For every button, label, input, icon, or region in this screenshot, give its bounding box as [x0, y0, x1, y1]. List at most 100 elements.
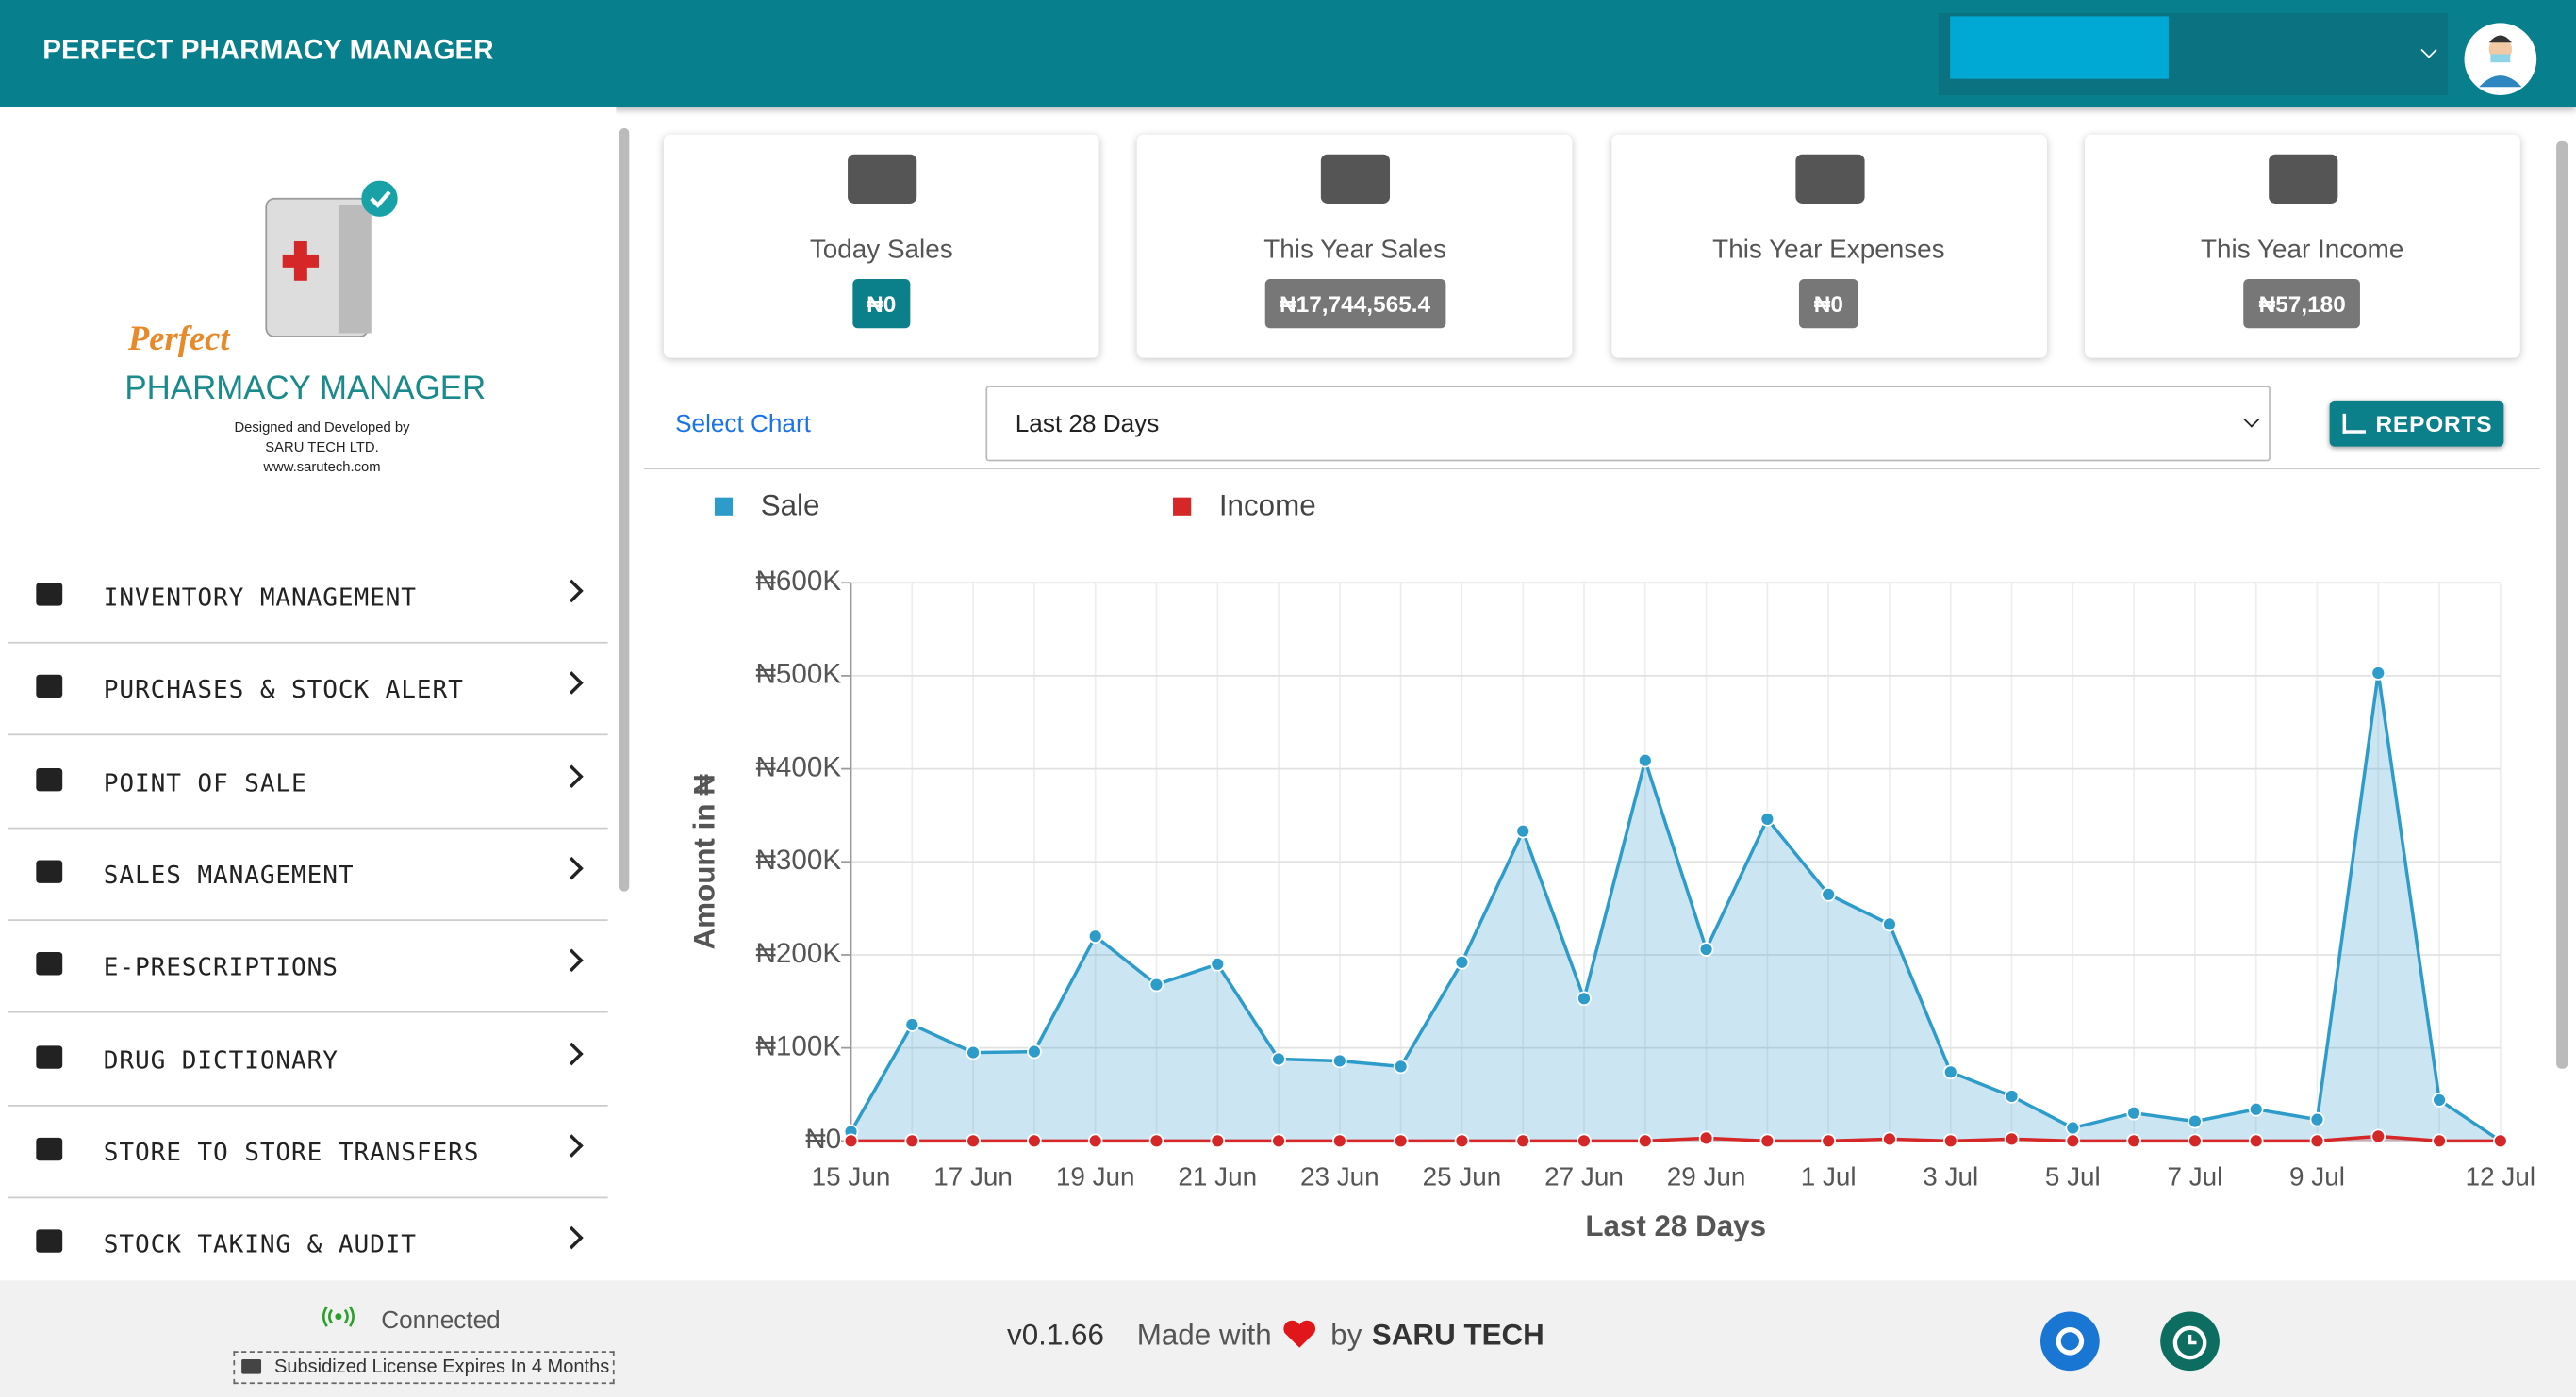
- point: [2188, 1113, 2203, 1129]
- menu-item[interactable]: DRUG DICTIONARY: [8, 1012, 608, 1106]
- menu-label: INVENTORY MANAGEMENT: [103, 583, 417, 613]
- point: [2432, 1133, 2447, 1149]
- menu-icon: [36, 860, 63, 883]
- point: [1332, 1053, 1347, 1069]
- card-label: Today Sales: [809, 236, 953, 265]
- point: [1271, 1051, 1286, 1067]
- point: [1454, 1133, 1470, 1149]
- app-title: PERFECT PHARMACY MANAGER: [42, 34, 494, 66]
- float-buttons: [2039, 1311, 2220, 1372]
- point: [1148, 977, 1164, 993]
- scroll-thumb: [2556, 140, 2568, 1069]
- point: [1087, 1133, 1103, 1149]
- point: [904, 1133, 920, 1149]
- point: [1027, 1133, 1042, 1149]
- point: [2309, 1111, 2325, 1127]
- menu-item[interactable]: POINT OF SALE: [8, 734, 608, 829]
- menu-label: PURCHASES & STOCK ALERT: [103, 675, 464, 705]
- point: [2309, 1133, 2325, 1149]
- menu-item[interactable]: PURCHASES & STOCK ALERT: [8, 642, 608, 736]
- x-tick-label: 27 Jun: [1544, 1162, 1624, 1192]
- reports-button[interactable]: REPORTS: [2329, 400, 2504, 447]
- point: [1637, 752, 1653, 768]
- menu-item[interactable]: SALES MANAGEMENT: [8, 828, 608, 921]
- point: [2248, 1133, 2264, 1149]
- point: [1027, 1044, 1042, 1060]
- menu-item[interactable]: E-PRESCRIPTIONS: [8, 920, 608, 1013]
- legend-swatch: [1173, 497, 1192, 516]
- stat-card: Today Sales ₦0: [663, 134, 1099, 358]
- line: [850, 672, 2502, 1142]
- license: Subsidized License Expires In 4 Months: [233, 1351, 615, 1385]
- point: [1942, 1064, 1958, 1080]
- area: [850, 672, 2501, 1142]
- stat-card: This Year Expenses ₦0: [1610, 134, 2047, 358]
- card-value: ₦17,744,565.4: [1264, 279, 1445, 329]
- point: [1698, 942, 1714, 957]
- point: [843, 1133, 859, 1149]
- x-tick-label: 17 Jun: [933, 1162, 1013, 1192]
- point: [1087, 929, 1103, 945]
- credit-line: www.sarutech.com: [263, 457, 381, 475]
- point: [1759, 812, 1775, 827]
- x-tick-label: 9 Jul: [2289, 1162, 2345, 1192]
- x-tick-label: 25 Jun: [1423, 1162, 1502, 1192]
- sidebar: Perfect PHARMACY MANAGER Designed and De…: [0, 107, 617, 1290]
- menu-item[interactable]: STOCK TAKING & AUDIT: [8, 1197, 608, 1290]
- point: [2065, 1120, 2081, 1136]
- x-tick-label: 3 Jul: [1923, 1162, 1978, 1192]
- legend-label: Sale: [761, 488, 820, 521]
- menu-icon: [36, 1229, 63, 1253]
- divider: [644, 468, 2540, 470]
- card-value: ₦0: [851, 279, 912, 329]
- point: [1577, 1133, 1592, 1149]
- point: [966, 1044, 981, 1060]
- chart-select[interactable]: Last 28 Days: [985, 386, 2271, 462]
- card-icon: [1794, 154, 1864, 204]
- y-tick-label: ₦300K: [756, 845, 842, 876]
- by: by: [1330, 1318, 1362, 1352]
- menu-item[interactable]: STORE TO STORE TRANSFERS: [8, 1105, 608, 1198]
- y-tick-label: ₦600K: [756, 566, 842, 597]
- selected-option: Last 28 Days: [1015, 410, 1160, 438]
- store-name: [1950, 16, 2169, 79]
- store-select[interactable]: [1938, 12, 2449, 96]
- menu-icon: [36, 675, 63, 698]
- point: [1698, 1130, 1714, 1146]
- point: [1821, 886, 1837, 902]
- card-label: This Year Income: [2201, 236, 2404, 265]
- credit-line: SARU TECH LTD.: [265, 437, 379, 455]
- legend-label: Income: [1219, 488, 1316, 521]
- point: [1942, 1133, 1958, 1149]
- settings-button[interactable]: [2039, 1311, 2100, 1372]
- license-text: Subsidized License Expires In 4 Months: [273, 1357, 610, 1378]
- x-tick-label: 7 Jul: [2167, 1162, 2222, 1192]
- menu-label: E-PRESCRIPTIONS: [103, 952, 339, 982]
- version: v0.1.66: [1007, 1318, 1104, 1352]
- point: [2065, 1133, 2081, 1149]
- avatar[interactable]: [2463, 22, 2538, 97]
- menu-label: STORE TO STORE TRANSFERS: [103, 1137, 480, 1167]
- select-label: Select Chart: [675, 410, 811, 438]
- menu-icon: [36, 1137, 63, 1160]
- menu-item[interactable]: INVENTORY MANAGEMENT: [8, 550, 608, 644]
- y-axis-title: Amount in ₦: [687, 774, 720, 950]
- card-value: ₦57,180: [2243, 279, 2361, 329]
- button-label: REPORTS: [2375, 410, 2493, 437]
- point: [2004, 1089, 2020, 1104]
- chart-icon: [2342, 413, 2366, 434]
- point: [1210, 1133, 1226, 1149]
- point: [1637, 1133, 1653, 1149]
- x-tick-label: 29 Jun: [1667, 1162, 1746, 1192]
- x-tick-label: 1 Jul: [1801, 1162, 1857, 1192]
- card-label: This Year Expenses: [1712, 236, 1945, 265]
- point: [1577, 991, 1592, 1007]
- y-tick-label: ₦0: [805, 1124, 841, 1155]
- x-axis-title: Last 28 Days: [1585, 1209, 1766, 1242]
- point: [2493, 1133, 2508, 1149]
- card-icon: [1321, 154, 1391, 204]
- stat-card: This Year Sales ₦17,744,565.4: [1137, 134, 1573, 358]
